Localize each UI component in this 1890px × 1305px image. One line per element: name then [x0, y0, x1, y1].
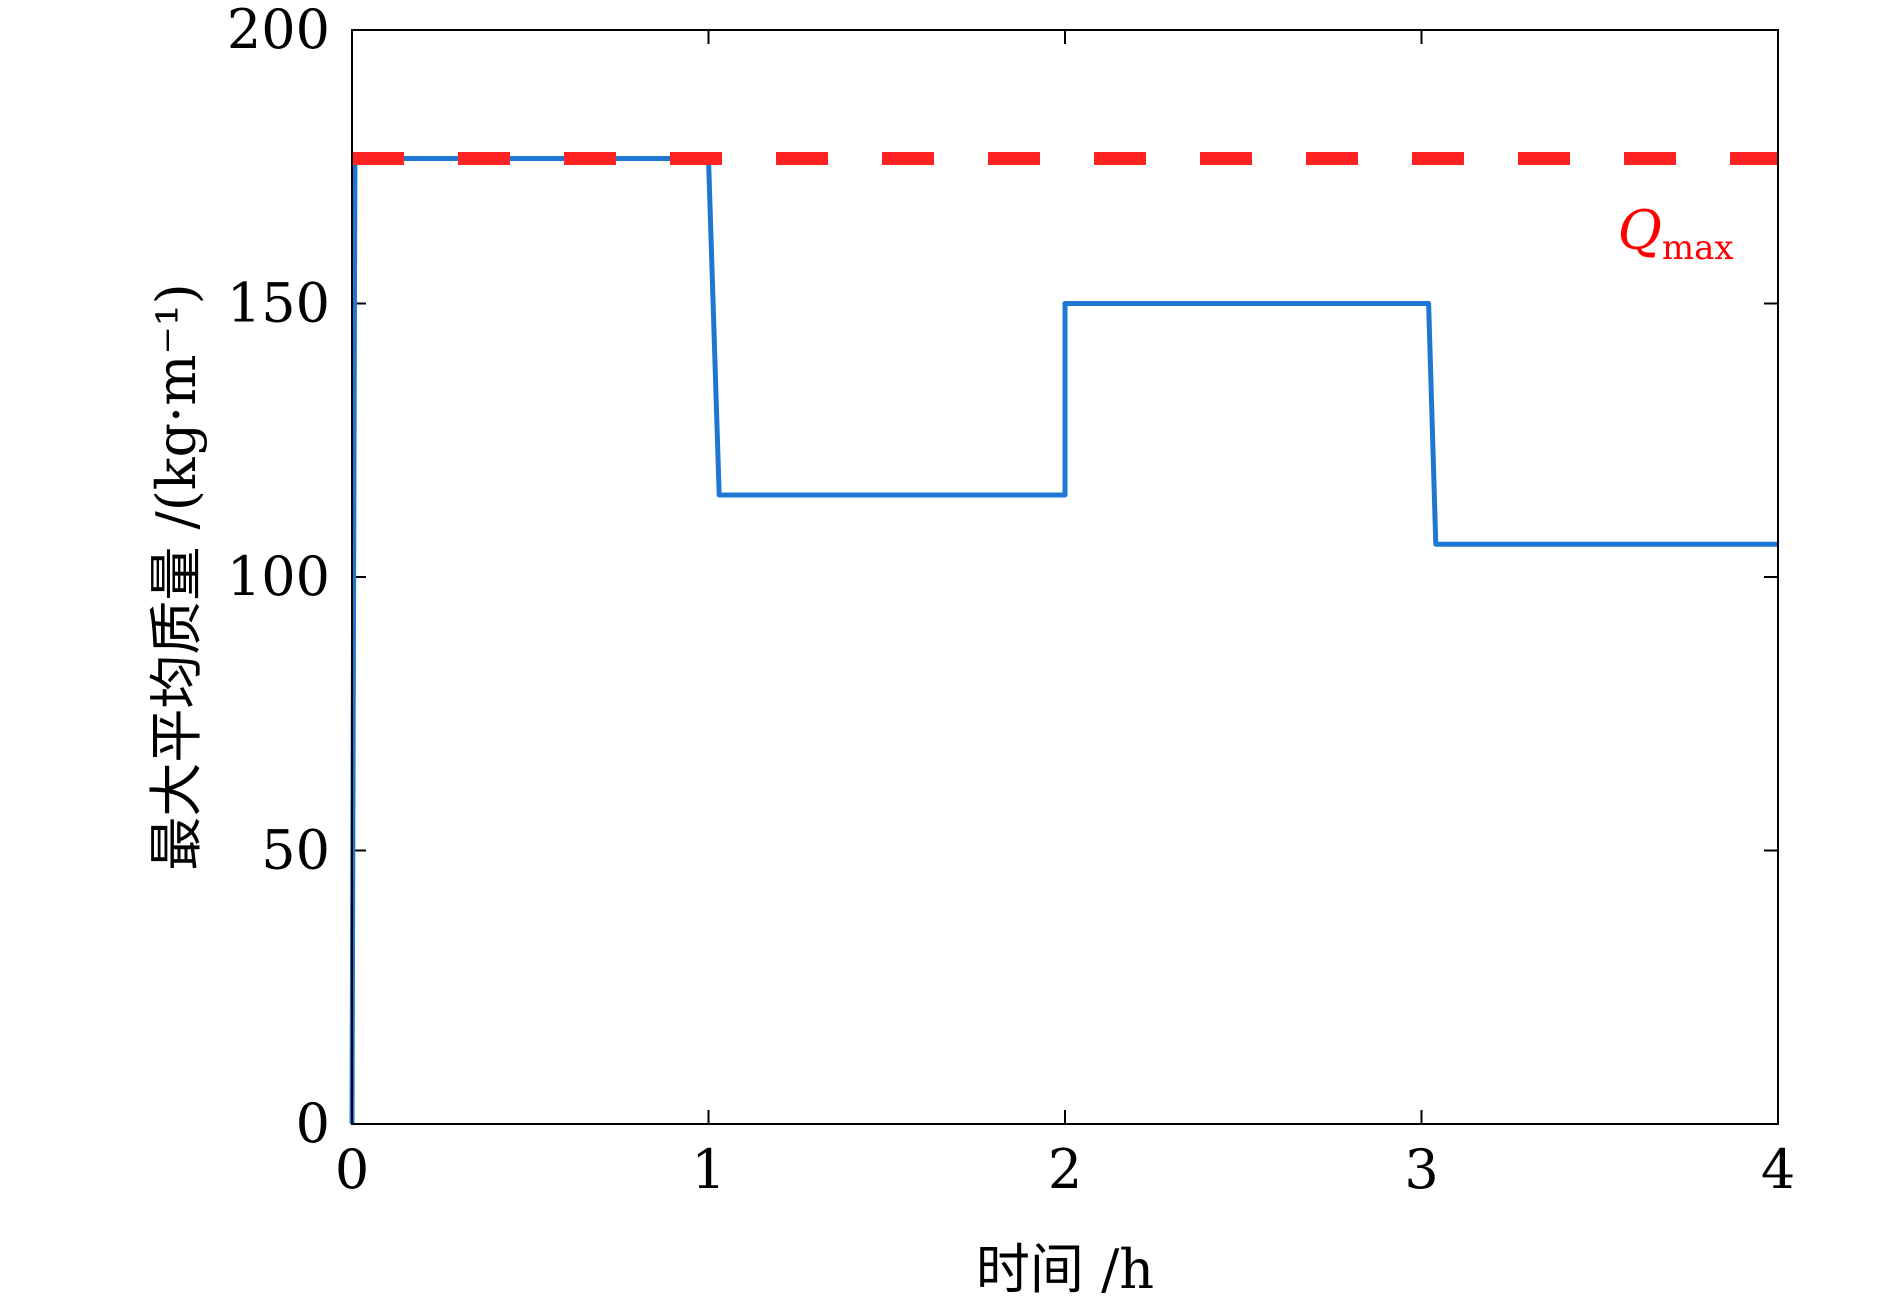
series-layer — [349, 152, 1778, 1125]
y-axis-title: 最大平均质量 /(kg·m⁻¹) — [145, 283, 208, 870]
y-tick-label: 50 — [261, 819, 330, 882]
y-tick-label: 200 — [227, 0, 330, 61]
annotation-subscript: max — [1662, 228, 1734, 268]
labels-layer: 0 1 2 3 4 0 50 100 150 200 — [227, 0, 1795, 1201]
annotation-symbol: Q — [1618, 199, 1662, 262]
x-tick-label: 3 — [1404, 1138, 1438, 1201]
y-tick-label: 100 — [227, 545, 330, 608]
annotation-qmax: Qmax — [1618, 199, 1734, 268]
y-tick-label: 0 — [296, 1092, 330, 1155]
x-tick-label: 1 — [691, 1138, 725, 1201]
x-tick-label: 0 — [335, 1138, 369, 1201]
plot-frame — [351, 29, 1779, 1125]
series-line — [349, 156, 1778, 1125]
x-tick-label: 4 — [1761, 1138, 1795, 1201]
y-tick-label: 150 — [227, 272, 330, 335]
ticks-layer — [351, 29, 1779, 1125]
x-tick-label: 2 — [1048, 1138, 1082, 1201]
x-axis-title: 时间 /h — [976, 1238, 1154, 1301]
